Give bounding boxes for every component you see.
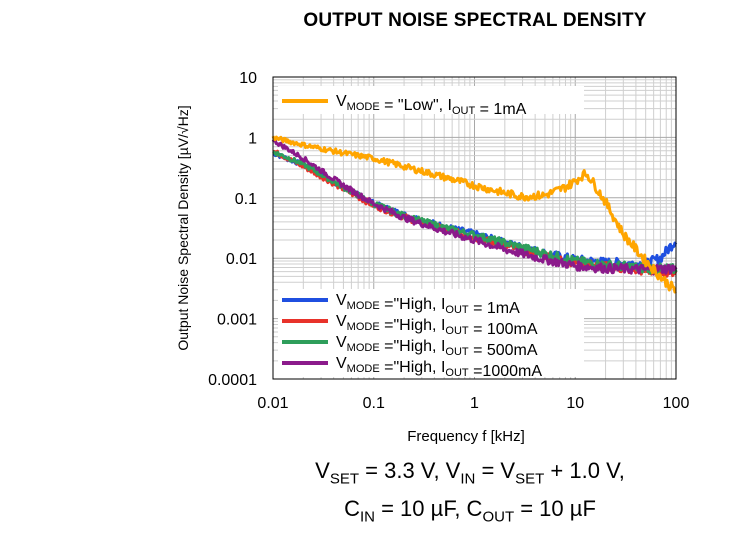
x-axis-label: Frequency f [kHz] — [407, 428, 525, 445]
legend-label: VMODE ="High, IOUT = 500mA — [336, 334, 538, 359]
legend-entry: VMODE ="High, IOUT = 100mA — [282, 313, 538, 338]
legend-entry: VMODE ="High, IOUT =1000mA — [282, 355, 542, 380]
y-tick-label: 0.01 — [226, 251, 257, 268]
x-tick-label: 0.01 — [257, 395, 288, 412]
series-group — [271, 135, 678, 294]
x-tick-label: 100 — [663, 395, 690, 412]
x-tick-label: 0.1 — [363, 395, 385, 412]
y-tick-label: 0.1 — [235, 191, 257, 208]
y-tick-label: 0.001 — [217, 312, 257, 329]
legend-label: VMODE = "Low", IOUT = 1mA — [336, 93, 527, 118]
legend-entry: VMODE ="High, IOUT = 1mA — [282, 292, 520, 317]
x-tick-labels: 0.01 0.1 1 10 100 — [257, 395, 689, 412]
legend-top: VMODE = "Low", IOUT = 1mA — [278, 86, 584, 118]
y-tick-labels: 10 1 0.1 0.01 0.001 0.0001 — [208, 70, 257, 389]
x-tick-label: 10 — [566, 395, 584, 412]
y-tick-label: 10 — [239, 70, 257, 87]
legend-label: VMODE ="High, IOUT = 1mA — [336, 292, 520, 317]
legend-entry: VMODE ="High, IOUT = 500mA — [282, 334, 538, 359]
y-tick-label: 0.0001 — [208, 372, 257, 389]
chart-title: OUTPUT NOISE SPECTRAL DENSITY — [303, 10, 647, 31]
legend-bottom-bg — [278, 289, 584, 377]
test-conditions: VSET = 3.3 V, VIN = VSET + 1.0 V, CIN = … — [250, 456, 690, 533]
x-tick-label: 1 — [470, 395, 479, 412]
y-tick-label: 1 — [248, 130, 257, 147]
legend-top-bg — [278, 86, 584, 114]
conditions-line-1: VSET = 3.3 V, VIN = VSET + 1.0 V, — [315, 458, 625, 488]
series-line — [271, 138, 678, 276]
plot-frame — [272, 76, 677, 380]
series-line — [271, 135, 677, 294]
legend-entry: VMODE = "Low", IOUT = 1mA — [282, 93, 527, 118]
legend-label: VMODE ="High, IOUT = 100mA — [336, 313, 538, 338]
legend-label: VMODE ="High, IOUT =1000mA — [336, 355, 542, 380]
conditions-line-2: CIN = 10 µF, COUT = 10 µF — [344, 496, 596, 526]
y-axis-label: Output Noise Spectral Density [µV/√Hz] — [175, 105, 191, 350]
